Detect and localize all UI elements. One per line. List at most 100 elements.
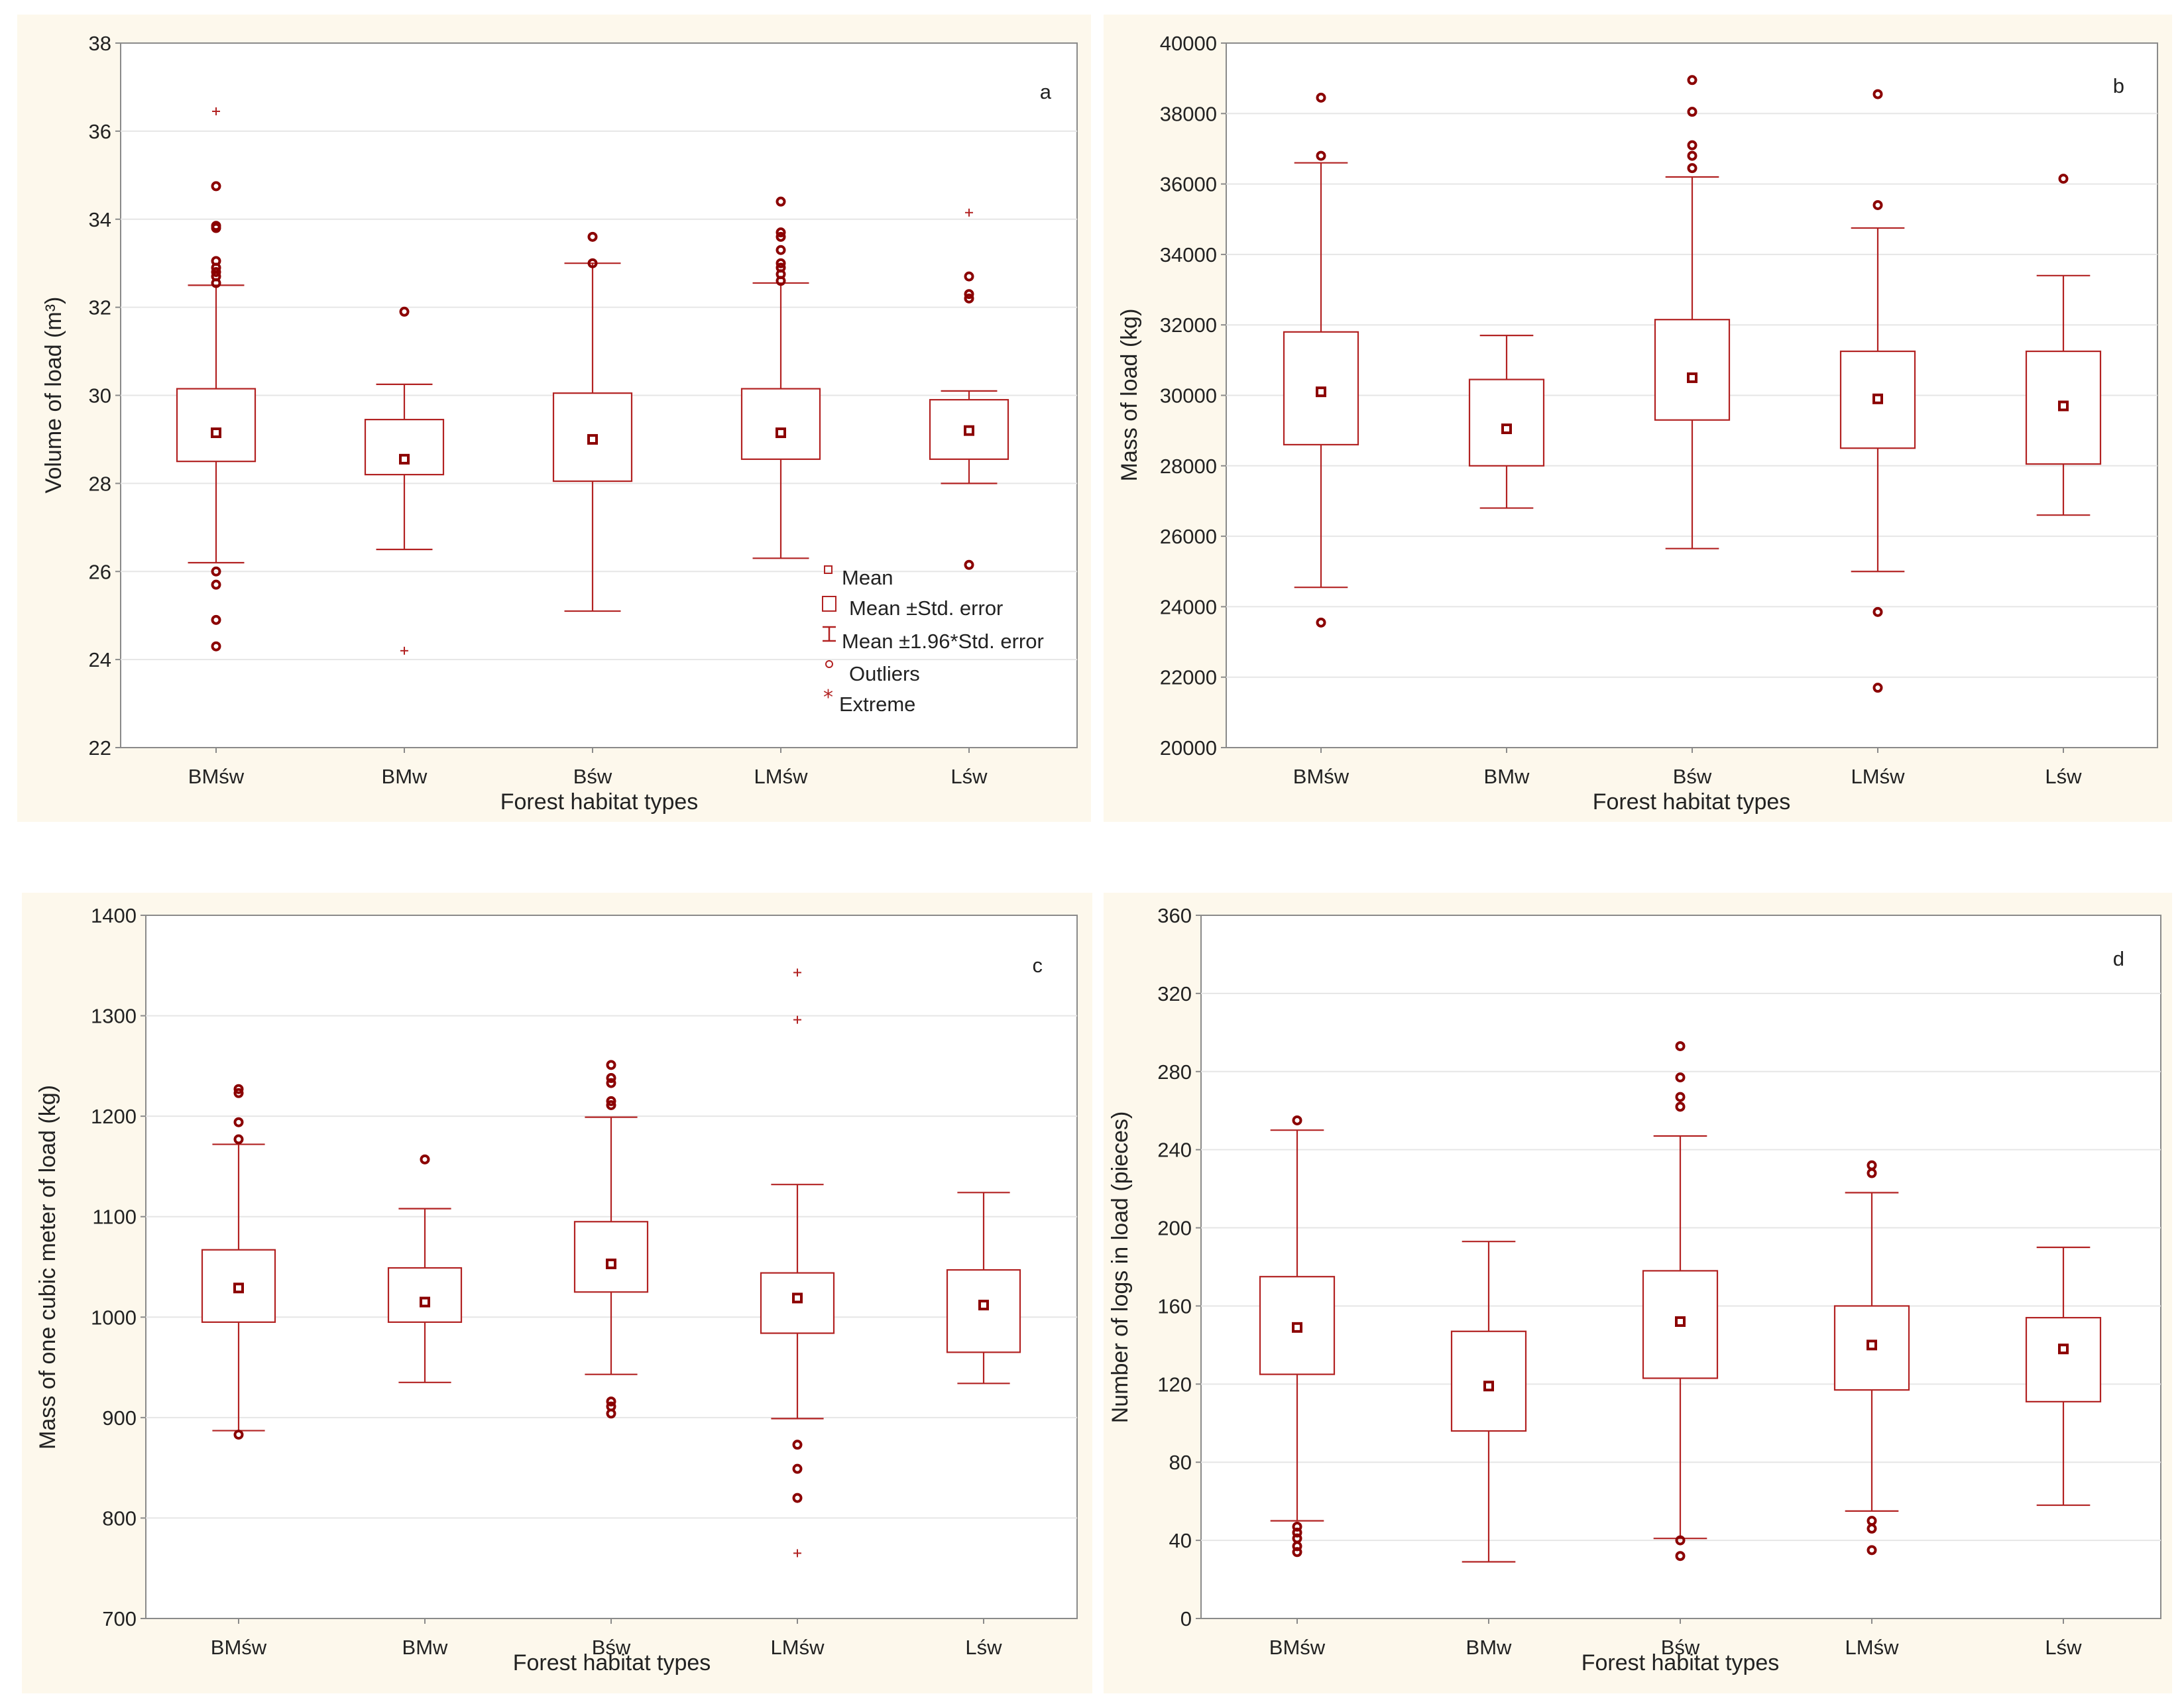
panel-label: c (1033, 954, 1043, 977)
outlier-point (1872, 683, 1883, 693)
y-tick-label: 800 (102, 1506, 137, 1530)
y-tick-label: 0 (1180, 1607, 1192, 1630)
x-tick-label: LMśw (1851, 765, 1906, 788)
outlier-point (776, 245, 786, 255)
extreme-point (793, 1015, 801, 1024)
box-4 (1839, 89, 1916, 693)
outlier-point (233, 1430, 244, 1440)
mean-marker (1867, 1339, 1877, 1351)
panel-b: 20000 22000 24000 26000 28000 30000 32000 34000… (1104, 15, 2172, 822)
mean-marker (964, 425, 974, 436)
outlier-point (964, 289, 974, 300)
y-tick-label: 34 (89, 208, 111, 231)
y-tick-label: 700 (102, 1607, 137, 1630)
y-tick-label: 1400 (91, 904, 137, 927)
y-tick-label: 1200 (91, 1105, 137, 1128)
box-2 (1450, 1241, 1527, 1563)
outlier-point (606, 1060, 616, 1070)
mean-marker (233, 1282, 244, 1294)
outlier-point (1292, 1527, 1302, 1538)
mean-marker (587, 433, 598, 445)
outlier-point (1687, 163, 1697, 174)
box-2 (1468, 335, 1545, 509)
outlier-point (776, 276, 786, 286)
outlier-point (1316, 92, 1326, 103)
y-tick-label: 30 (89, 384, 111, 408)
outlier-point (1316, 617, 1326, 628)
panel-label: b (2113, 74, 2124, 97)
legend-item-outliers: Outliers (849, 662, 920, 685)
box-se (387, 1267, 463, 1323)
outlier-point (1316, 150, 1326, 161)
x-tick-label: Lśw (950, 765, 988, 788)
y-axis-label: Mass of one cubic meter of load (kg) (35, 1085, 60, 1449)
box-se (176, 388, 257, 463)
outlier-point (1872, 606, 1883, 617)
outlier-point (964, 559, 974, 570)
outlier-point (1872, 89, 1883, 99)
y-tick-label: 320 (1157, 982, 1192, 1005)
grid-lines (121, 130, 1077, 661)
outlier-point (211, 579, 221, 590)
outlier-point (587, 231, 598, 242)
x-tick-label: BMśw (1269, 1636, 1326, 1659)
y-tick-label: 40000 (1160, 32, 1217, 55)
box-se (1468, 378, 1545, 467)
box-4 (740, 196, 821, 559)
outlier-point (399, 306, 410, 317)
outlier-point (964, 271, 974, 282)
x-axis-label: Forest habitat types (1593, 789, 1791, 815)
x-tick-label: LMśw (771, 1636, 825, 1659)
y-tick-label: 1300 (91, 1005, 137, 1028)
legend-outlier-symbol (825, 660, 833, 668)
outlier-point (211, 614, 221, 625)
legend-item-mean: Mean (842, 566, 893, 589)
panel-label: d (2113, 947, 2124, 970)
y-tick-label: 38000 (1160, 102, 1217, 125)
outlier-point (606, 1078, 616, 1088)
panel-a: 22 24 26 28 30 32 34 36 38 BMśw BMw Bśw LMśw Lśw a F… (17, 15, 1091, 822)
x-tick-label: Lśw (2045, 1636, 2082, 1659)
y-tick-label: 32000 (1160, 313, 1217, 337)
x-tick-label: Bśw (1673, 765, 1712, 788)
x-axis-label: Forest habitat types (1581, 1650, 1780, 1675)
extreme-point (793, 1549, 801, 1558)
outlier-point (233, 1134, 244, 1145)
legend-item-ci: Mean ±1.96*Std. error (842, 630, 1044, 653)
box-5 (2025, 1246, 2102, 1506)
x-tick-label: Lśw (2045, 765, 2082, 788)
y-tick-label: 38 (89, 32, 111, 55)
y-axis-ticks: 0 40 80 120 160 200 240 280 320 360 (1157, 904, 1201, 1630)
legend-item-extreme: Extreme (839, 693, 915, 716)
outlier-point (211, 262, 221, 273)
box-se (2025, 1317, 2102, 1402)
y-tick-label: 360 (1157, 904, 1192, 927)
box-series (1259, 1041, 2102, 1563)
mean-marker (1872, 393, 1883, 404)
chart-c: 700 800 900 1000 1100 1200 1300 1400 BMśw BMw Bśw… (22, 893, 1092, 1693)
outlier-point (1675, 1041, 1686, 1051)
y-axis-ticks: 22 24 26 28 30 32 34 36 38 (89, 32, 121, 760)
outlier-point (1675, 1092, 1686, 1102)
y-tick-label: 280 (1157, 1060, 1192, 1084)
y-tick-label: 36 (89, 120, 111, 143)
outlier-point (211, 278, 221, 288)
panel-d: 0 40 80 120 160 200 240 280 320 360 BMśw BMw Bśw LMś… (1104, 893, 2172, 1693)
x-axis-ticks: BMśw BMw Bśw LMśw Lśw (211, 1618, 1002, 1659)
outlier-point (606, 1100, 616, 1110)
outlier-point (211, 566, 221, 577)
mean-marker (211, 427, 221, 438)
y-tick-label: 26 (89, 560, 111, 583)
y-tick-label: 160 (1157, 1294, 1192, 1318)
y-tick-label: 26000 (1160, 525, 1217, 548)
outlier-point (1675, 1102, 1686, 1112)
extreme-point (965, 208, 973, 217)
mean-marker (1483, 1381, 1494, 1392)
box-3 (1654, 75, 1731, 549)
outlier-point (776, 196, 786, 207)
panel-label: a (1040, 80, 1052, 103)
mean-marker (399, 453, 410, 465)
outlier-point (606, 1408, 616, 1419)
outlier-point (776, 258, 786, 268)
mean-marker (2058, 1343, 2069, 1355)
